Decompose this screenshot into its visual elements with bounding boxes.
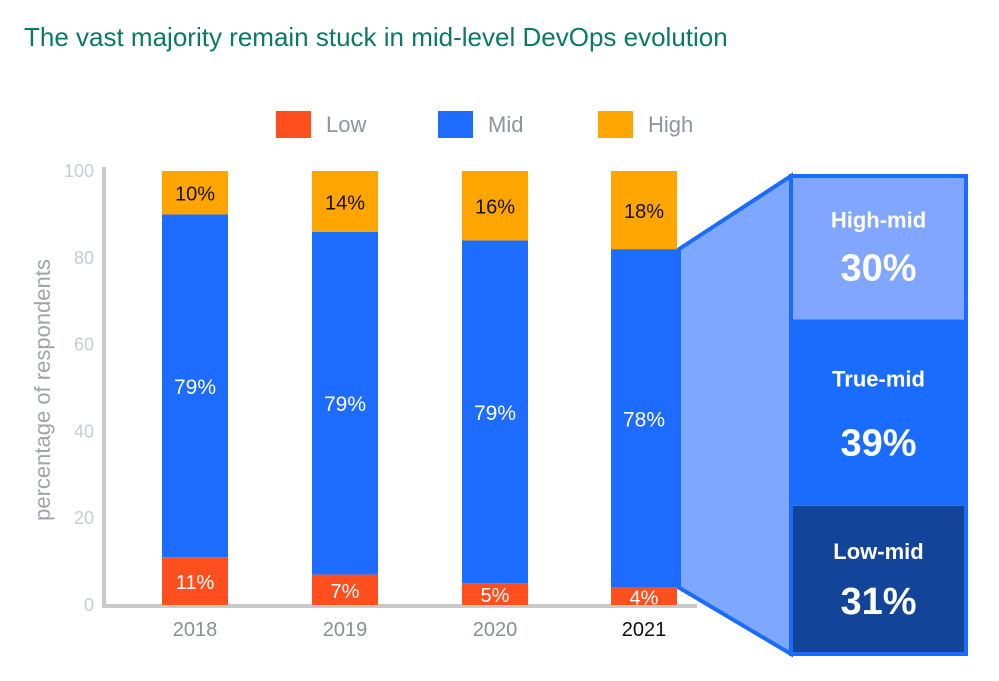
x-tick-label-2021: 2021 — [622, 619, 667, 641]
breakdown-segment-true-mid — [791, 319, 966, 506]
y-axis-label-wrap: percentage of respondents — [30, 259, 55, 521]
x-tick-label-2019: 2019 — [323, 619, 368, 641]
legend: Low Mid High — [276, 111, 693, 138]
bar-low-2020 — [462, 583, 528, 605]
breakdown-value-low-mid: 31% — [840, 581, 916, 623]
bar-high-2020 — [462, 171, 528, 241]
chart-title: The vast majority remain stuck in mid-le… — [24, 22, 728, 52]
data-label-low-2021: 4% — [630, 587, 659, 609]
data-label-low-2018: 11% — [176, 572, 215, 594]
legend-label-mid: Mid — [488, 112, 523, 137]
y-tick-label: 40 — [74, 421, 94, 441]
legend-swatch-high — [598, 111, 633, 138]
data-label-high-2018: 10% — [175, 184, 215, 206]
x-ticks: 2018 2019 2020 2021 — [173, 619, 667, 641]
y-tick-label: 0 — [84, 595, 94, 615]
bar-high-2019 — [312, 171, 378, 232]
data-label-high-2019: 14% — [325, 192, 365, 214]
breakdown-label-low-mid: Low-mid — [833, 539, 923, 564]
breakdown-value-high-mid: 30% — [840, 248, 916, 290]
legend-label-low: Low — [326, 112, 366, 137]
y-tick-label: 100 — [64, 161, 94, 181]
bar-mid-2019 — [312, 231, 378, 575]
bars: 11% 79% 10% 7% 79% 14% 5% 79% 16% 4% 78% 18% — [162, 171, 677, 609]
data-label-low-2019: 7% — [331, 581, 360, 603]
legend-swatch-low — [276, 111, 311, 138]
legend-label-high: High — [648, 112, 693, 137]
breakdown-connector — [677, 172, 793, 658]
data-label-high-2020: 16% — [475, 197, 515, 219]
y-tick-label: 60 — [74, 335, 94, 355]
data-label-mid-2018: 79% — [174, 376, 216, 399]
data-label-low-2020: 5% — [481, 585, 510, 607]
data-label-mid-2021: 78% — [623, 408, 665, 431]
breakdown-border — [789, 174, 968, 656]
breakdown-segment-low-mid — [791, 505, 966, 654]
data-label-mid-2020: 79% — [474, 402, 516, 425]
breakdown-label-true-mid: True-mid — [832, 367, 925, 392]
y-tick-label: 80 — [74, 248, 94, 268]
axes — [102, 167, 697, 608]
bar-mid-2018 — [162, 214, 228, 558]
bar-low-2018 — [162, 557, 228, 605]
mid-breakdown: High-mid 30% True-mid 39% Low-mid 31% — [677, 172, 968, 658]
bar-mid-2020 — [462, 240, 528, 584]
breakdown-value-true-mid: 39% — [840, 422, 916, 464]
bar-high-2021 — [611, 171, 677, 250]
data-label-high-2021: 18% — [624, 201, 664, 223]
data-label-mid-2019: 79% — [324, 393, 366, 416]
bar-low-2021 — [611, 587, 677, 605]
x-tick-label-2018: 2018 — [173, 619, 218, 641]
breakdown-segment-high-mid — [791, 176, 966, 320]
y-axis-label: percentage of respondents — [30, 259, 55, 521]
bar-low-2019 — [312, 574, 378, 605]
legend-swatch-mid — [438, 111, 473, 138]
x-tick-label-2020: 2020 — [473, 619, 518, 641]
bar-high-2018 — [162, 171, 228, 215]
y-tick-label: 20 — [74, 508, 94, 528]
y-ticks: 0 20 40 60 80 100 — [64, 161, 94, 615]
bar-mid-2021 — [611, 249, 677, 588]
breakdown-label-high-mid: High-mid — [831, 208, 926, 233]
